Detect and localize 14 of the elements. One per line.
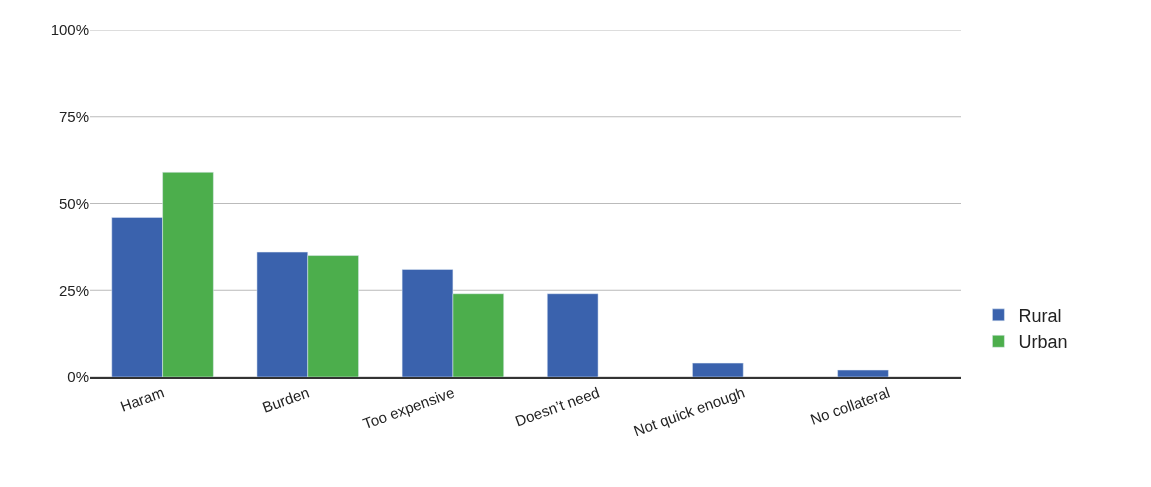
- x-tick-label: Doesn’t need: [512, 383, 602, 430]
- x-tick-label: Burden: [260, 383, 312, 416]
- y-tick-label: 25%: [58, 281, 89, 299]
- bar: [692, 362, 744, 377]
- x-tick-label: Haram: [118, 383, 167, 415]
- y-tick-label: 0%: [67, 368, 89, 386]
- legend-label: Rural: [1018, 305, 1062, 326]
- x-tick-label: Not quick enough: [631, 383, 747, 440]
- y-tick-label: 75%: [58, 108, 89, 125]
- legend-label: Urban: [1018, 332, 1068, 353]
- bar: [547, 293, 599, 377]
- y-tick-label: 100%: [50, 21, 89, 39]
- bar: [837, 369, 889, 377]
- y-tick-label: 50%: [58, 194, 89, 212]
